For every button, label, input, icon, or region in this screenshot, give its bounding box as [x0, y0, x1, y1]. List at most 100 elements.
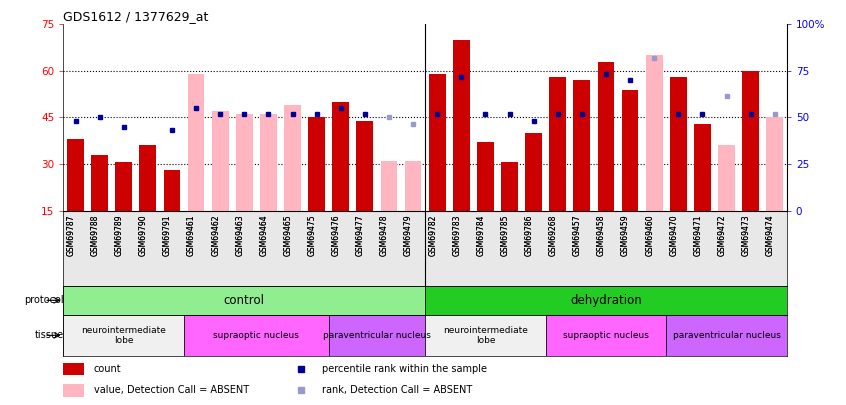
Bar — [163, 170, 180, 211]
Text: GSM69470: GSM69470 — [669, 214, 678, 256]
Text: GSM69479: GSM69479 — [404, 214, 413, 256]
Bar — [645, 55, 662, 211]
Text: GSM69268: GSM69268 — [549, 214, 558, 256]
Text: GSM69477: GSM69477 — [356, 214, 365, 256]
Bar — [63, 315, 184, 356]
Bar — [429, 74, 446, 211]
Text: GSM69473: GSM69473 — [742, 214, 750, 256]
Bar — [328, 315, 425, 356]
Bar — [477, 142, 494, 211]
Bar — [381, 161, 398, 211]
Text: GSM69476: GSM69476 — [332, 214, 341, 256]
Text: GSM69474: GSM69474 — [766, 214, 775, 256]
Text: GSM69461: GSM69461 — [187, 214, 196, 256]
Bar — [63, 363, 84, 375]
Text: dehydration: dehydration — [570, 294, 642, 307]
Bar — [91, 155, 108, 211]
Bar — [574, 80, 591, 211]
Text: GSM69784: GSM69784 — [476, 214, 486, 256]
Bar — [501, 162, 518, 211]
Text: GSM69463: GSM69463 — [235, 214, 244, 256]
Bar — [260, 114, 277, 211]
Text: GSM69478: GSM69478 — [380, 214, 389, 256]
Text: GSM69458: GSM69458 — [597, 214, 606, 256]
Text: paraventricular nucleus: paraventricular nucleus — [323, 331, 431, 340]
Text: paraventricular nucleus: paraventricular nucleus — [673, 331, 781, 340]
Text: GSM69465: GSM69465 — [283, 214, 293, 256]
Text: GSM69460: GSM69460 — [645, 214, 654, 256]
Bar — [63, 384, 84, 397]
Text: supraoptic nucleus: supraoptic nucleus — [213, 331, 299, 340]
Bar — [212, 111, 228, 211]
Text: percentile rank within the sample: percentile rank within the sample — [321, 364, 486, 374]
Text: GSM69458: GSM69458 — [597, 214, 606, 256]
Bar — [425, 286, 787, 315]
Bar — [525, 133, 542, 211]
Text: GSM69459: GSM69459 — [621, 214, 630, 256]
Text: GSM69461: GSM69461 — [187, 214, 196, 256]
Text: GSM69476: GSM69476 — [332, 214, 341, 256]
Text: GSM69268: GSM69268 — [549, 214, 558, 256]
Bar — [63, 286, 425, 315]
Text: GSM69471: GSM69471 — [694, 214, 702, 256]
Bar — [356, 121, 373, 211]
Text: GSM69785: GSM69785 — [501, 214, 509, 256]
Text: GSM69464: GSM69464 — [260, 214, 268, 256]
Bar — [140, 145, 157, 211]
Text: GSM69473: GSM69473 — [742, 214, 750, 256]
Bar — [622, 90, 639, 211]
Text: GSM69782: GSM69782 — [428, 214, 437, 256]
Text: supraoptic nucleus: supraoptic nucleus — [563, 331, 649, 340]
Text: GSM69788: GSM69788 — [91, 214, 100, 256]
Text: GSM69786: GSM69786 — [525, 214, 534, 256]
Text: GSM69790: GSM69790 — [139, 214, 148, 256]
Text: GSM69477: GSM69477 — [356, 214, 365, 256]
Bar — [694, 124, 711, 211]
Bar — [718, 145, 735, 211]
Text: GSM69471: GSM69471 — [694, 214, 702, 256]
Text: GSM69472: GSM69472 — [717, 214, 727, 256]
Text: rank, Detection Call = ABSENT: rank, Detection Call = ABSENT — [321, 385, 472, 395]
Bar — [546, 315, 667, 356]
Bar — [766, 117, 783, 211]
Text: control: control — [224, 294, 265, 307]
Text: GSM69791: GSM69791 — [163, 214, 172, 256]
Text: GSM69788: GSM69788 — [91, 214, 100, 256]
Bar — [284, 105, 301, 211]
Text: GSM69478: GSM69478 — [380, 214, 389, 256]
Bar — [188, 74, 205, 211]
Text: GSM69472: GSM69472 — [717, 214, 727, 256]
Text: GSM69789: GSM69789 — [115, 214, 124, 256]
Text: GSM69479: GSM69479 — [404, 214, 413, 256]
Bar — [184, 315, 328, 356]
Text: GSM69463: GSM69463 — [235, 214, 244, 256]
Bar — [670, 77, 687, 211]
Text: GSM69462: GSM69462 — [212, 214, 220, 256]
Bar — [236, 114, 253, 211]
Text: GSM69457: GSM69457 — [573, 214, 582, 256]
Text: GSM69791: GSM69791 — [163, 214, 172, 256]
Text: GDS1612 / 1377629_at: GDS1612 / 1377629_at — [63, 10, 209, 23]
Bar — [549, 77, 566, 211]
Text: value, Detection Call = ABSENT: value, Detection Call = ABSENT — [94, 385, 249, 395]
Text: tissue: tissue — [35, 330, 63, 340]
Text: GSM69475: GSM69475 — [308, 214, 316, 256]
Text: GSM69789: GSM69789 — [115, 214, 124, 256]
Text: GSM69474: GSM69474 — [766, 214, 775, 256]
Text: count: count — [94, 364, 122, 374]
Text: GSM69782: GSM69782 — [428, 214, 437, 256]
Bar — [67, 139, 84, 211]
Bar — [666, 315, 787, 356]
Text: GSM69783: GSM69783 — [453, 214, 461, 256]
Bar — [115, 162, 132, 211]
Text: GSM69787: GSM69787 — [67, 214, 75, 256]
Text: GSM69785: GSM69785 — [501, 214, 509, 256]
Bar — [404, 161, 421, 211]
Text: GSM69465: GSM69465 — [283, 214, 293, 256]
Text: GSM69470: GSM69470 — [669, 214, 678, 256]
Bar — [597, 62, 614, 211]
Bar — [425, 315, 546, 356]
Text: GSM69784: GSM69784 — [476, 214, 486, 256]
Text: protocol: protocol — [24, 295, 63, 305]
Text: GSM69475: GSM69475 — [308, 214, 316, 256]
